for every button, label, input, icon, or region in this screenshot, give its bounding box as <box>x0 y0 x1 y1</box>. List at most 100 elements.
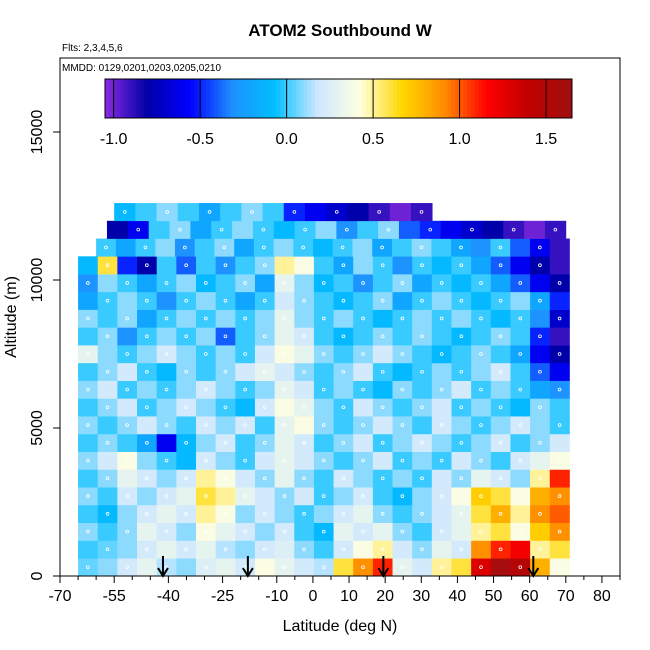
sample-marker <box>380 334 385 339</box>
heat-cell <box>78 540 99 559</box>
x-tick-label: 80 <box>593 588 611 605</box>
heat-cell <box>549 522 570 541</box>
sample-marker <box>557 565 562 569</box>
heat-cell <box>333 416 354 435</box>
heat-cell <box>431 327 452 346</box>
heat-cell <box>431 345 452 364</box>
heat-cell <box>372 416 393 435</box>
colorbar-segment <box>354 79 359 118</box>
sample-marker <box>86 423 90 427</box>
heat-cell <box>97 540 118 559</box>
heat-cell <box>176 327 197 346</box>
x-tick-label: 50 <box>485 588 503 605</box>
sample-marker <box>361 316 365 321</box>
heat-cell <box>510 558 531 577</box>
sample-marker <box>400 529 405 534</box>
sample-marker <box>125 494 129 498</box>
heat-cell <box>313 291 334 310</box>
sample-marker <box>538 369 542 374</box>
heat-cell <box>431 274 452 293</box>
heat-cell <box>215 416 236 435</box>
heat-cell <box>530 416 551 435</box>
colorbar-segment <box>509 79 515 118</box>
heat-cell <box>490 451 511 470</box>
sample-marker <box>105 476 110 481</box>
heat-cell <box>78 380 99 399</box>
colorbar-segment <box>241 79 246 118</box>
heat-cell <box>215 469 236 488</box>
sample-marker <box>498 440 503 445</box>
heat-cell <box>156 345 177 364</box>
heat-cell <box>97 327 118 346</box>
heat-cell <box>195 256 217 275</box>
sample-marker <box>184 369 188 374</box>
sample-marker <box>262 476 267 481</box>
sample-marker <box>223 405 228 410</box>
sample-marker <box>341 476 346 481</box>
heat-cell <box>274 291 295 310</box>
sample-marker <box>262 547 267 552</box>
colorbar-segment <box>513 79 519 118</box>
colorbar-segment <box>303 79 308 118</box>
heat-cell <box>214 238 235 257</box>
sample-marker <box>243 352 247 356</box>
heat-cell <box>294 256 315 275</box>
heat-cell <box>431 469 452 488</box>
heat-cell <box>211 220 233 239</box>
heat-cell <box>97 380 118 399</box>
heat-cell <box>254 451 275 470</box>
sample-marker <box>428 227 433 232</box>
sample-marker <box>164 352 169 356</box>
heat-cell <box>313 469 334 488</box>
heat-cell <box>490 291 511 310</box>
heat-cell <box>235 256 256 275</box>
sample-marker <box>145 298 149 303</box>
sample-marker <box>538 334 542 339</box>
heat-cell <box>510 345 531 364</box>
heat-cell <box>78 274 99 293</box>
heat-cell <box>372 522 393 541</box>
heat-cell <box>254 256 275 275</box>
sample-marker <box>164 281 169 285</box>
sample-marker <box>420 440 424 445</box>
heat-cell <box>274 504 295 524</box>
colorbar-segment <box>420 79 425 118</box>
heat-cell <box>156 327 177 346</box>
heat-cell <box>549 238 570 257</box>
heat-cell <box>254 309 275 328</box>
heat-cell <box>137 433 158 452</box>
sample-marker <box>302 405 306 410</box>
heat-cell <box>254 469 275 488</box>
colorbar-segment <box>552 79 557 118</box>
colorbar-segment <box>548 79 554 118</box>
heat-cell <box>471 522 492 541</box>
heat-cell <box>78 256 99 275</box>
heat-cell <box>117 345 138 364</box>
sample-marker <box>125 423 129 427</box>
sample-marker <box>538 298 542 303</box>
sample-marker <box>204 352 208 356</box>
heat-cell <box>451 362 472 381</box>
heat-cell <box>333 345 354 364</box>
sample-marker <box>204 458 208 463</box>
colorbar-segment <box>564 79 569 118</box>
heat-cell <box>117 327 138 346</box>
colorbar-segment <box>229 79 234 118</box>
chart-title: ATOM2 Southbound W <box>248 21 432 40</box>
heat-cell <box>530 451 551 470</box>
sample-marker <box>223 512 228 516</box>
heat-cell <box>333 558 354 577</box>
sample-marker <box>459 440 464 445</box>
heat-cell <box>313 451 334 470</box>
heat-cell <box>471 558 492 577</box>
sample-marker <box>459 245 463 250</box>
heat-cell <box>156 469 177 488</box>
heat-cell <box>471 398 492 417</box>
heat-cell <box>117 433 138 452</box>
x-tick-label: 40 <box>449 588 467 605</box>
heat-cell <box>530 540 551 559</box>
colorbar-segment <box>260 79 266 118</box>
heat-cell <box>215 540 236 559</box>
sample-marker <box>282 529 287 534</box>
heat-cell <box>471 433 492 452</box>
